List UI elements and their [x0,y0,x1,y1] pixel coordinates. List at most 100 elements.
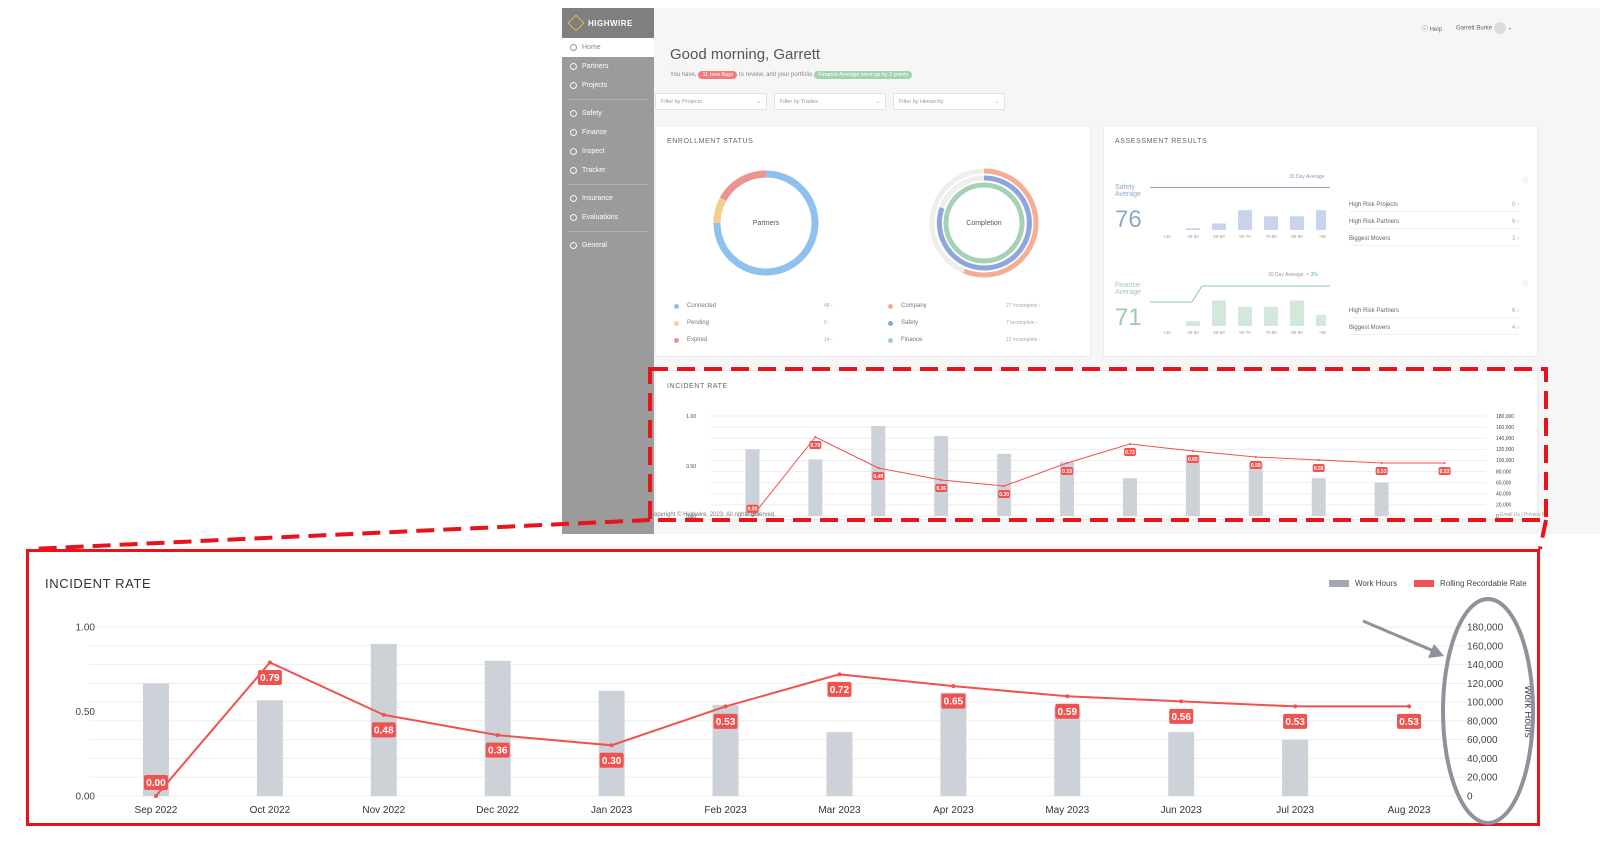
user-menu[interactable]: Garrett Burke ⌄ [1456,22,1512,34]
link-high-risk-partners[interactable]: High Risk Partners 6 › [1349,219,1519,229]
y-left-tick: 0.50 [686,464,696,470]
legend-count-value: 14 [824,337,830,343]
sidebar-item-evaluations[interactable]: Evaluations [562,208,654,227]
filter-hierarchy-label: Filter by Hierarchy [899,98,944,105]
info-icon[interactable]: ⓘ [1522,179,1529,185]
work-hours-bar[interactable] [934,436,949,516]
work-hours-bar[interactable] [997,453,1012,516]
work-hours-bar[interactable] [871,426,886,516]
rolling-rate-point[interactable] [381,712,386,717]
work-hours-bar[interactable] [1311,478,1326,516]
work-hours-bar[interactable] [808,459,823,516]
x-tick-label: Jul 2023 [1276,805,1314,816]
link-high-risk-projects[interactable]: High Risk Projects 0 › [1349,202,1519,212]
rolling-rate-point[interactable] [267,660,272,665]
rolling-rate-point[interactable] [837,672,842,677]
rolling-rate-point[interactable] [1380,462,1383,464]
filter-projects[interactable]: Filter by Projects ⌄ [655,93,767,110]
legend-item-company[interactable]: Company 27 Incomplete › [888,303,1078,309]
rolling-rate-point[interactable] [1407,704,1412,709]
sidebar-item-general[interactable]: General [562,236,654,255]
sidebar-item-partners[interactable]: Partners [562,57,654,76]
link-count: 0 › [1512,202,1519,208]
legend-item-connected[interactable]: Connected 48 › [674,303,864,309]
link-biggest-movers[interactable]: Biggest Movers 3 › [1349,236,1519,246]
legend-count-value: 7 Incomplete [1006,320,1035,326]
rolling-rate-point[interactable] [495,733,500,738]
y-right-tick: 60,000 [1496,480,1512,486]
help-link[interactable]: ⓘ Help [1422,26,1443,33]
link-biggest-movers[interactable]: Biggest Movers 4 › [1349,325,1519,335]
work-hours-bar[interactable] [1122,478,1137,516]
rolling-rate-point[interactable] [951,684,956,689]
rolling-rate-point[interactable] [1317,459,1320,461]
sidebar-item-projects[interactable]: Projects [562,76,654,95]
rolling-rate-point[interactable] [1179,699,1184,704]
work-hours-bar[interactable] [1374,482,1389,516]
rolling-rate-point[interactable] [1443,462,1446,464]
rolling-rate-point[interactable] [723,704,728,709]
brand[interactable]: HIGHWIRE [562,8,654,38]
sidebar-item-home[interactable]: Home [562,38,654,57]
filter-hierarchy[interactable]: Filter by Hierarchy ⌄ [893,93,1005,110]
rolling-rate-point[interactable] [1293,704,1298,709]
sidebar-item-tracker[interactable]: Tracker [562,161,654,180]
sidebar-item-finance[interactable]: Finance [562,123,654,142]
rolling-rate-point[interactable] [877,467,880,469]
work-hours-bar[interactable] [484,660,511,796]
sidebar-item-inspect[interactable]: Inspect [562,142,654,161]
rate-data-label: 0.79 [260,673,280,684]
rolling-rate-point[interactable] [1003,485,1006,487]
rolling-rate-point[interactable] [814,436,817,438]
work-hours-bar[interactable] [940,692,967,796]
rate-data-label: 0.53 [1377,469,1387,475]
histogram-bar [1316,314,1326,326]
link-label: Biggest Movers [1349,236,1391,242]
work-hours-bar[interactable] [1054,706,1081,796]
legend-label: Connected [687,303,717,309]
legend-label: Pending [687,320,710,326]
legend-item-finance[interactable]: Finance 12 Incomplete › [888,337,1078,343]
info-icon[interactable]: ⓘ [1522,282,1529,288]
legend-count-value: 27 Incomplete [1006,303,1038,309]
work-hours-bar[interactable] [1185,454,1200,516]
filter-trades-label: Filter by Trades [780,98,818,105]
completion-donut: Completion [929,168,1039,278]
legend-item-expired[interactable]: Expired 14 › [674,337,864,343]
link-high-risk-partners[interactable]: High Risk Partners 6 › [1349,308,1519,318]
filter-trades[interactable]: Filter by Trades ⌄ [774,93,886,110]
sidebar-item-safety[interactable]: Safety [562,104,654,123]
legend-item-safety[interactable]: Safety 7 Incomplete › [888,320,1078,326]
y-right-tick: 120,000 [1496,447,1514,453]
flags-badge[interactable]: 11 new flags [698,71,737,79]
work-hours-bar[interactable] [826,732,853,796]
link-label: High Risk Partners [1349,308,1400,314]
rolling-rate-point[interactable] [609,743,614,748]
work-hours-bar[interactable] [256,700,283,796]
work-hours-bar[interactable] [370,643,397,796]
link-count-value: 3 [1511,236,1516,242]
y-right-tick: 40,000 [1467,754,1498,765]
rolling-rate-point[interactable] [1066,462,1069,464]
legend-label: Company [901,303,927,309]
rolling-rate-point[interactable] [1065,694,1070,699]
x-tick-label: Aug 2023 [1388,805,1431,816]
work-hours-bar[interactable] [1168,732,1195,796]
rolling-rate-point[interactable] [153,794,158,798]
rolling-rate-point[interactable] [1254,456,1257,458]
legend-item-pending[interactable]: Pending 0 › [674,320,864,326]
legend-rolling-rate[interactable]: Rolling Recordable Rate [1414,579,1527,588]
sidebar-item-insurance[interactable]: Insurance [562,189,654,208]
legend-work-hours[interactable]: Work Hours [1329,579,1397,588]
rolling-rate-point[interactable] [940,479,943,481]
rolling-rate-point[interactable] [1128,443,1131,445]
chevron-right-icon: › [1515,325,1519,331]
work-hours-bar[interactable] [1248,463,1263,516]
copyright: opyright © Highwire, 2023. All rights re… [654,512,776,518]
work-hours-bar[interactable] [1282,739,1309,796]
general-icon [570,242,577,249]
rolling-rate-point[interactable] [1191,450,1194,452]
histogram-bar [1238,210,1252,230]
x-tick-label: Mar 2023 [818,805,861,816]
footer-links[interactable]: Email Us | Privacy Po [1500,512,1548,518]
